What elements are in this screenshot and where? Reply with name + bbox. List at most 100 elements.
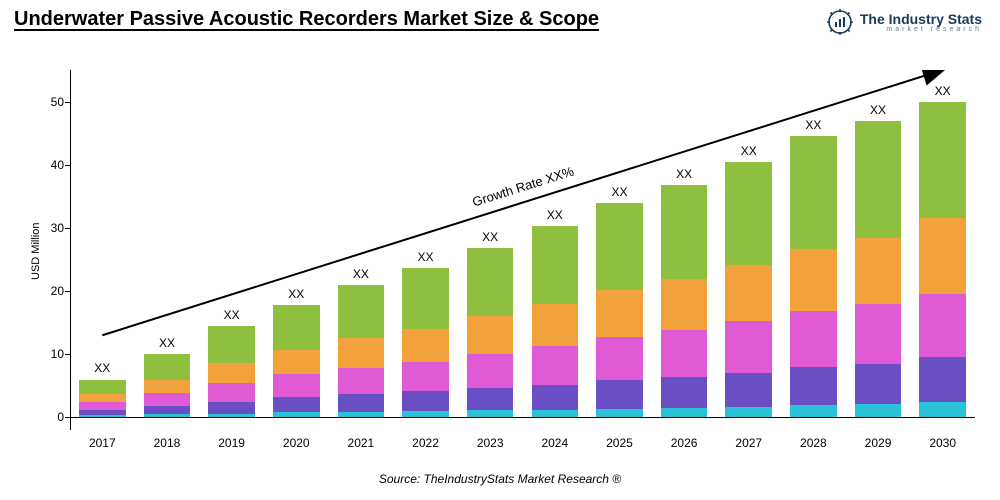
bar-segment (338, 394, 385, 412)
bar-segment (596, 203, 643, 290)
bar-segment (661, 330, 708, 377)
bar-segment (919, 102, 966, 219)
brand-line1: The Industry Stats (860, 12, 982, 26)
bar-segment (596, 337, 643, 380)
x-tick-label: 2018 (154, 436, 181, 450)
x-tick-label: 2030 (929, 436, 956, 450)
bar-segment (855, 121, 902, 238)
bar-segment (338, 338, 385, 367)
bar-2026 (661, 185, 708, 417)
bar-segment (273, 397, 320, 412)
bar-value-label: XX (353, 267, 369, 281)
bar-segment (596, 380, 643, 408)
bar-segment (790, 405, 837, 417)
bar-segment (532, 346, 579, 385)
brand-logo: The Industry Stats market research (826, 8, 982, 36)
bar-segment (790, 311, 837, 367)
x-tick-label: 2028 (800, 436, 827, 450)
bar-segment (790, 249, 837, 311)
growth-rate-label: Growth Rate XX% (470, 163, 575, 209)
y-tick-mark (65, 354, 70, 355)
bar-segment (661, 408, 708, 417)
bar-segment (725, 162, 772, 265)
y-tick-label: 40 (51, 158, 64, 172)
y-tick-label: 20 (51, 284, 64, 298)
bar-segment (661, 377, 708, 408)
bar-segment (273, 374, 320, 397)
source-caption: Source: TheIndustryStats Market Research… (379, 472, 621, 486)
y-tick-label: 10 (51, 347, 64, 361)
bar-value-label: XX (288, 287, 304, 301)
bar-value-label: XX (94, 361, 110, 375)
x-axis-line (70, 417, 975, 418)
bar-segment (208, 383, 255, 401)
bar-segment (855, 238, 902, 304)
chart-title: Underwater Passive Acoustic Recorders Ma… (14, 8, 599, 31)
bar-segment (532, 226, 579, 304)
growth-arrow (70, 70, 975, 430)
x-tick-label: 2024 (541, 436, 568, 450)
bar-segment (402, 362, 449, 392)
bar-segment (725, 407, 772, 418)
bar-value-label: XX (547, 208, 563, 222)
bar-segment (338, 412, 385, 418)
bar-2027 (725, 162, 772, 417)
bar-segment (855, 404, 902, 417)
x-tick-label: 2026 (671, 436, 698, 450)
bar-segment (79, 394, 126, 402)
bar-segment (144, 414, 191, 417)
bar-2029 (855, 121, 902, 418)
bar-segment (596, 290, 643, 337)
bar-2017 (79, 380, 126, 418)
bar-value-label: XX (611, 185, 627, 199)
bar-segment (725, 265, 772, 321)
bar-2021 (338, 285, 385, 418)
bar-segment (338, 285, 385, 339)
bar-segment (402, 329, 449, 362)
bar-2020 (273, 305, 320, 417)
y-tick-label: 50 (51, 95, 64, 109)
x-tick-label: 2020 (283, 436, 310, 450)
bar-2018 (144, 354, 191, 417)
bar-segment (208, 402, 255, 414)
bar-segment (144, 354, 191, 379)
y-tick-mark (65, 102, 70, 103)
bar-value-label: XX (224, 308, 240, 322)
bar-segment (273, 305, 320, 350)
bar-segment (402, 411, 449, 417)
bar-2028 (790, 136, 837, 417)
bar-value-label: XX (676, 167, 692, 181)
bar-segment (855, 304, 902, 363)
bar-segment (402, 268, 449, 329)
bar-2023 (467, 248, 514, 417)
x-tick-label: 2017 (89, 436, 116, 450)
y-tick-label: 30 (51, 221, 64, 235)
y-tick-label: 0 (57, 410, 64, 424)
bar-segment (855, 364, 902, 404)
bar-segment (144, 380, 191, 394)
bar-segment (338, 368, 385, 395)
gear-chart-icon (826, 8, 854, 36)
bar-segment (532, 304, 579, 346)
bar-value-label: XX (805, 118, 821, 132)
bar-segment (208, 414, 255, 418)
bar-value-label: XX (935, 84, 951, 98)
x-tick-label: 2025 (606, 436, 633, 450)
bar-segment (79, 402, 126, 410)
bar-segment (919, 402, 966, 417)
bar-value-label: XX (741, 144, 757, 158)
bar-segment (467, 388, 514, 411)
chart-plot-area: 01020304050XX2017XX2018XX2019XX2020XX202… (70, 70, 975, 430)
bar-2024 (532, 226, 579, 417)
x-tick-label: 2021 (348, 436, 375, 450)
y-axis-line (70, 70, 71, 430)
bar-segment (661, 185, 708, 279)
bar-value-label: XX (482, 230, 498, 244)
bar-value-label: XX (870, 103, 886, 117)
bar-segment (467, 410, 514, 417)
bar-segment (144, 406, 191, 414)
y-tick-mark (65, 228, 70, 229)
y-tick-mark (65, 165, 70, 166)
bar-segment (79, 380, 126, 395)
bar-segment (273, 412, 320, 417)
